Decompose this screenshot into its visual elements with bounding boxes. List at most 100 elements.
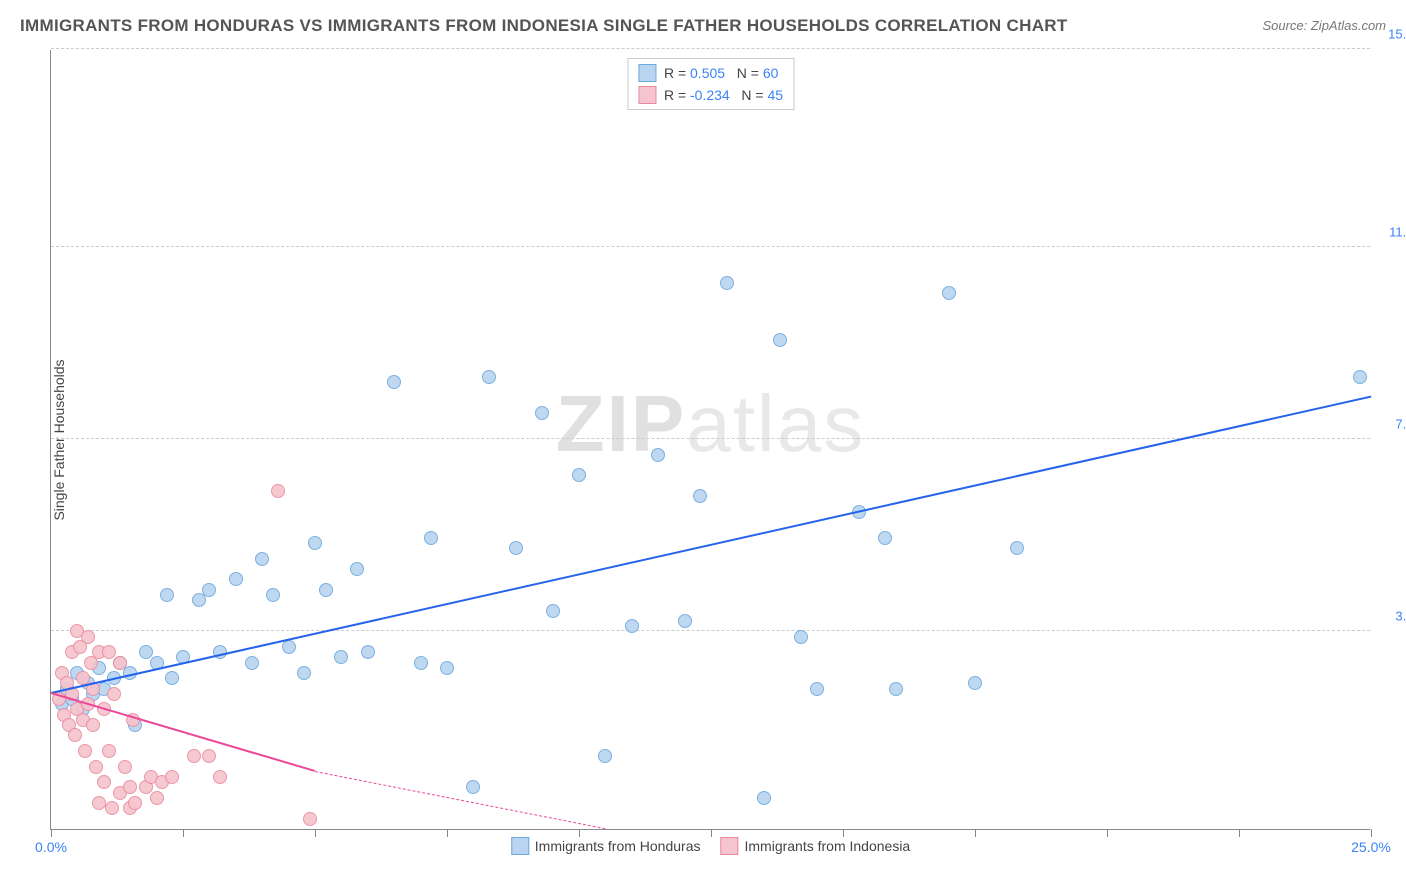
data-point [678, 614, 692, 628]
data-point [202, 749, 216, 763]
data-point [113, 656, 127, 670]
data-point [150, 791, 164, 805]
data-point [773, 333, 787, 347]
data-point [303, 812, 317, 826]
data-point [187, 749, 201, 763]
data-point [213, 770, 227, 784]
x-tick [447, 829, 448, 837]
data-point [97, 775, 111, 789]
data-point [810, 682, 824, 696]
data-point [255, 552, 269, 566]
data-point [942, 286, 956, 300]
data-point [319, 583, 333, 597]
legend-row: R = -0.234 N = 45 [638, 86, 783, 104]
data-point [651, 448, 665, 462]
data-point [128, 796, 142, 810]
trend-line [51, 692, 316, 772]
x-tick [51, 829, 52, 837]
data-point [245, 656, 259, 670]
legend-label: Immigrants from Indonesia [744, 838, 910, 854]
data-point [625, 619, 639, 633]
x-tick [1239, 829, 1240, 837]
data-point [361, 645, 375, 659]
data-point [968, 676, 982, 690]
data-point [229, 572, 243, 586]
watermark-bold: ZIP [556, 379, 686, 468]
data-point [693, 489, 707, 503]
data-point [102, 744, 116, 758]
data-point [297, 666, 311, 680]
swatch-icon [638, 64, 656, 82]
data-point [165, 671, 179, 685]
data-point [123, 780, 137, 794]
data-point [92, 796, 106, 810]
legend-stat: R = 0.505 N = 60 [664, 65, 778, 81]
data-point [466, 780, 480, 794]
legend-row: R = 0.505 N = 60 [638, 64, 783, 82]
y-tick-label: 15.0% [1388, 27, 1406, 42]
legend-bottom: Immigrants from Honduras Immigrants from … [501, 837, 920, 855]
data-point [118, 760, 132, 774]
data-point [720, 276, 734, 290]
trend-line [51, 395, 1371, 693]
plot-area: Single Father Households ZIPatlas R = 0.… [50, 50, 1370, 830]
swatch-icon [511, 837, 529, 855]
x-tick [975, 829, 976, 837]
data-point [105, 801, 119, 815]
data-point [509, 541, 523, 555]
x-tick [183, 829, 184, 837]
data-point [78, 744, 92, 758]
gridline [51, 630, 1370, 631]
data-point [68, 728, 82, 742]
data-point [387, 375, 401, 389]
x-tick-label: 0.0% [35, 839, 67, 855]
data-point [107, 687, 121, 701]
gridline [51, 438, 1370, 439]
x-tick [843, 829, 844, 837]
data-point [889, 682, 903, 696]
y-tick-label: 11.2% [1389, 224, 1406, 239]
x-tick-label: 25.0% [1351, 839, 1391, 855]
gridline [51, 48, 1370, 49]
data-point [81, 630, 95, 644]
data-point [89, 760, 103, 774]
data-point [482, 370, 496, 384]
y-tick-label: 3.8% [1395, 609, 1406, 624]
data-point [757, 791, 771, 805]
watermark: ZIPatlas [556, 378, 865, 470]
data-point [160, 588, 174, 602]
data-point [271, 484, 285, 498]
data-point [794, 630, 808, 644]
data-point [878, 531, 892, 545]
data-point [282, 640, 296, 654]
data-point [308, 536, 322, 550]
gridline [51, 246, 1370, 247]
x-tick [711, 829, 712, 837]
data-point [440, 661, 454, 675]
trend-line [315, 771, 606, 829]
data-point [165, 770, 179, 784]
chart-title: IMMIGRANTS FROM HONDURAS VS IMMIGRANTS F… [20, 16, 1068, 36]
data-point [350, 562, 364, 576]
y-tick-label: 7.5% [1395, 417, 1406, 432]
swatch-icon [720, 837, 738, 855]
data-point [266, 588, 280, 602]
data-point [414, 656, 428, 670]
data-point [192, 593, 206, 607]
data-point [86, 718, 100, 732]
data-point [572, 468, 586, 482]
data-point [598, 749, 612, 763]
legend-item: Immigrants from Honduras [511, 837, 701, 855]
data-point [1353, 370, 1367, 384]
data-point [1010, 541, 1024, 555]
legend-label: Immigrants from Honduras [535, 838, 701, 854]
watermark-light: atlas [686, 379, 865, 468]
swatch-icon [638, 86, 656, 104]
x-tick [315, 829, 316, 837]
legend-stat: R = -0.234 N = 45 [664, 87, 783, 103]
data-point [202, 583, 216, 597]
legend-item: Immigrants from Indonesia [720, 837, 910, 855]
x-tick [579, 829, 580, 837]
data-point [334, 650, 348, 664]
data-point [535, 406, 549, 420]
